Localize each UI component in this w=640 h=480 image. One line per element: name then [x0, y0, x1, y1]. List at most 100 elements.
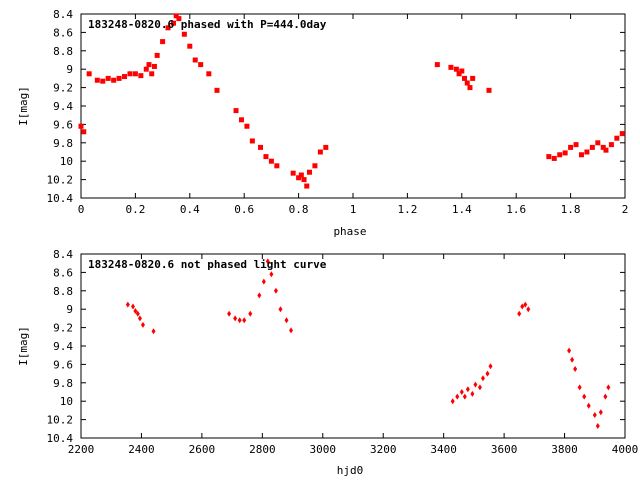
y-tick-label: 9.4 [53, 100, 73, 113]
y-tick-labels: 8.4 8.6 8.8 9 9.2 9.4 9.6 9.8 10 10.2 10.4 [47, 8, 74, 205]
data-point [86, 71, 92, 77]
data-point [244, 123, 250, 129]
data-point [459, 68, 465, 74]
data-point [265, 258, 270, 265]
data-point [520, 303, 525, 310]
data-point [578, 152, 584, 158]
data-point [237, 317, 242, 324]
data-point [227, 310, 232, 317]
x-tick-label: 2800 [249, 443, 276, 456]
data-point [278, 306, 283, 313]
data-point [296, 175, 302, 181]
data-point [173, 13, 179, 19]
data-point [206, 71, 212, 77]
data-point [523, 301, 528, 308]
x-tick-label: 0.8 [289, 203, 309, 216]
y-tick-label: 10.2 [47, 414, 74, 427]
x-tick-label: 1.4 [452, 203, 472, 216]
data-point [111, 77, 117, 83]
data-point [323, 144, 329, 150]
y-tick-label: 9.8 [53, 377, 73, 390]
data-point [78, 123, 84, 129]
data-point [248, 310, 253, 317]
data-point [187, 43, 193, 49]
data-point [570, 356, 575, 363]
data-point [130, 303, 135, 310]
data-point [154, 52, 160, 58]
x-tick-labels: 2200 2400 2600 2800 3000 3200 3400 3600 3800 4000 [68, 443, 639, 456]
data-point [301, 177, 307, 183]
data-point [116, 75, 122, 81]
phased-light-curve-chart: 0 0.2 0.4 0.6 0.8 1 1.2 1.4 1.6 1.8 2 8.4 8.6 8.8 9 9.… [17, 8, 628, 238]
data-point [567, 347, 572, 354]
data-point [582, 393, 587, 400]
data-point [146, 62, 152, 68]
data-point [160, 39, 166, 45]
data-point [526, 306, 531, 313]
data-point [135, 310, 140, 317]
data-point [608, 142, 614, 148]
y-tick-label: 8.6 [53, 266, 73, 279]
x-tick-label: 2 [622, 203, 629, 216]
data-point [312, 163, 318, 169]
data-point [486, 87, 492, 93]
data-points [78, 13, 625, 189]
data-point [127, 71, 133, 77]
data-point [453, 66, 459, 72]
data-point [464, 80, 470, 86]
x-tick-label: 2400 [128, 443, 155, 456]
data-point [304, 183, 310, 189]
data-point [598, 409, 603, 416]
y-tick-label: 9.6 [53, 118, 73, 131]
data-point [459, 389, 464, 395]
data-point [176, 16, 182, 22]
data-point [589, 144, 595, 150]
data-point [573, 142, 579, 148]
data-point [105, 75, 111, 81]
data-point [263, 154, 269, 160]
data-point [268, 158, 274, 164]
data-point [584, 149, 590, 155]
data-point [192, 57, 198, 63]
data-point [455, 393, 460, 400]
data-point [462, 75, 468, 81]
data-point [149, 71, 155, 77]
chart-title: 183248-0820.6 not phased light curve [88, 258, 327, 271]
data-point [143, 66, 149, 72]
data-point [165, 25, 171, 31]
data-point [477, 384, 482, 391]
data-point [450, 398, 455, 405]
x-tick-label: 3200 [370, 443, 397, 456]
data-point [595, 140, 601, 146]
y-tick-label: 10.2 [47, 174, 74, 187]
data-point [573, 366, 578, 372]
data-point [100, 78, 106, 84]
data-point [249, 138, 255, 144]
y-tick-label: 9.4 [53, 340, 73, 353]
y-tick-label: 8.8 [53, 45, 73, 58]
data-point [480, 375, 485, 382]
data-point [467, 85, 473, 91]
data-point [298, 172, 304, 178]
data-point [151, 63, 157, 69]
data-point [233, 315, 238, 322]
y-tick-label: 8.6 [53, 26, 73, 39]
data-point [473, 381, 478, 388]
data-point [274, 163, 280, 169]
data-point [238, 117, 244, 123]
data-point [198, 62, 204, 68]
data-point [465, 386, 470, 393]
data-point [448, 64, 454, 70]
data-point [257, 292, 262, 299]
data-point [586, 402, 591, 409]
data-point [568, 144, 574, 150]
data-point [317, 149, 323, 155]
data-point [122, 74, 128, 80]
data-point [595, 423, 600, 430]
x-tick-label: 0.2 [125, 203, 145, 216]
data-point [614, 135, 620, 141]
data-point [470, 390, 475, 397]
x-tick-label: 1.6 [506, 203, 526, 216]
data-point [289, 327, 294, 334]
data-point [181, 31, 187, 37]
